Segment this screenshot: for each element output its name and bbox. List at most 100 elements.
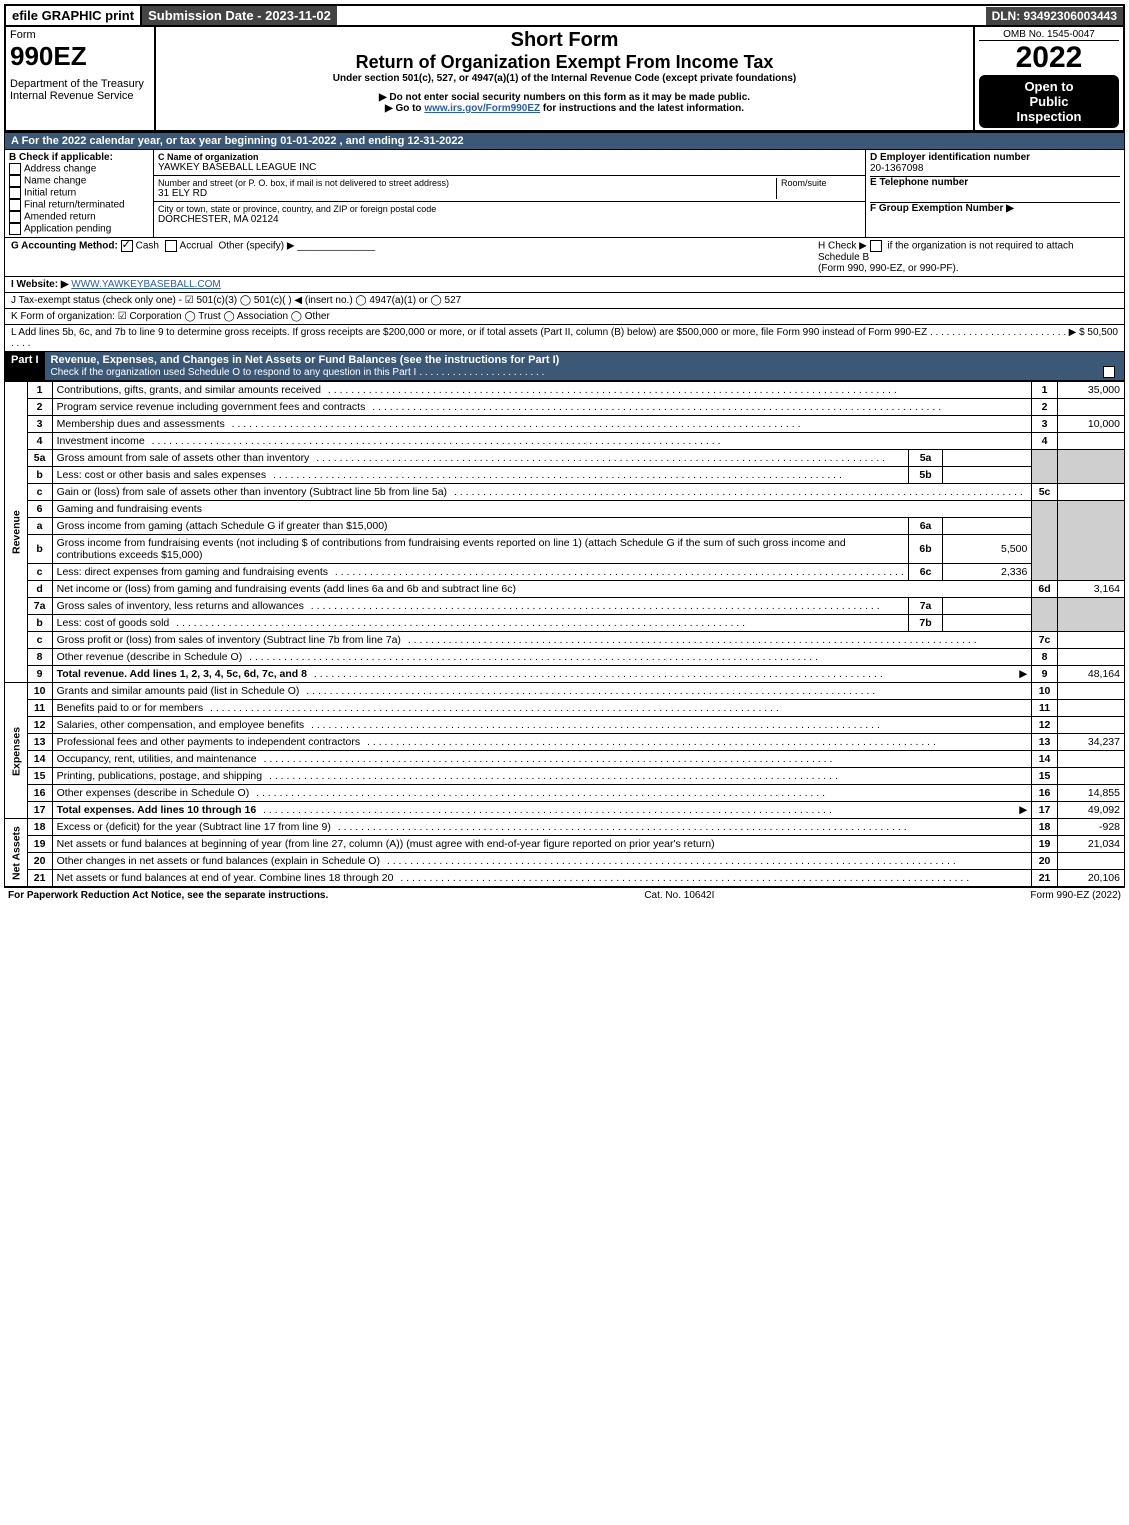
- d-6: Gaming and fundraising events: [52, 501, 1032, 518]
- row-19: 19 Net assets or fund balances at beginn…: [5, 836, 1125, 853]
- ln-6: 6: [27, 501, 52, 518]
- i-label: I Website: ▶: [11, 279, 69, 290]
- g-accrual: Accrual: [180, 241, 213, 252]
- d-13: Professional fees and other payments to …: [57, 736, 365, 748]
- efile-label[interactable]: efile GRAPHIC print: [6, 6, 142, 25]
- b-opt-4-text: Amended return: [24, 212, 96, 223]
- rn-10: 10: [1032, 683, 1057, 700]
- row-i: I Website: ▶ WWW.YAWKEYBASEBALL.COM: [4, 277, 1125, 293]
- website-link[interactable]: WWW.YAWKEYBASEBALL.COM: [71, 279, 220, 290]
- ln-7a: 7a: [27, 598, 52, 615]
- d-7a: Gross sales of inventory, less returns a…: [57, 600, 308, 612]
- rn-15: 15: [1032, 768, 1057, 785]
- sv-6b: 5,500: [943, 535, 1032, 564]
- ln-11: 11: [27, 700, 52, 717]
- d-6a: Gross income from gaming (attach Schedul…: [57, 520, 392, 532]
- part-i-sub: Check if the organization used Schedule …: [51, 367, 417, 378]
- ln-6b: b: [27, 535, 52, 564]
- d-15: Printing, publications, postage, and shi…: [57, 770, 266, 782]
- rn-19: 19: [1032, 836, 1057, 853]
- checkbox-accrual[interactable]: [165, 240, 177, 252]
- rv-15: [1057, 768, 1124, 785]
- checkbox-amended[interactable]: [9, 211, 21, 223]
- rn-16: 16: [1032, 785, 1057, 802]
- expenses-label: Expenses: [5, 683, 28, 819]
- row-15: 15 Printing, publications, postage, and …: [5, 768, 1125, 785]
- dept-1: Department of the Treasury: [10, 78, 150, 90]
- ln-5b: b: [27, 467, 52, 484]
- b-opt-5: Application pending: [9, 223, 149, 235]
- ln-12: 12: [27, 717, 52, 734]
- ln-4: 4: [27, 433, 52, 450]
- row-21: 21 Net assets or fund balances at end of…: [5, 870, 1125, 887]
- b-opt-2: Initial return: [9, 187, 149, 199]
- checkbox-address-change[interactable]: [9, 163, 21, 175]
- checkbox-cash[interactable]: [121, 240, 133, 252]
- l-text: L Add lines 5b, 6c, and 7b to line 9 to …: [11, 327, 927, 338]
- part-i-label: Part I: [5, 352, 45, 380]
- sn-7b: 7b: [908, 615, 943, 632]
- rn-7c: 7c: [1032, 632, 1057, 649]
- ln-8: 8: [27, 649, 52, 666]
- title-short-form: Short Form: [162, 29, 967, 52]
- footer-center: Cat. No. 10642I: [644, 890, 714, 901]
- ln-7c: c: [27, 632, 52, 649]
- rv-17: 49,092: [1057, 802, 1124, 819]
- subtitle: Under section 501(c), 527, or 4947(a)(1)…: [162, 73, 967, 84]
- row-j: J Tax-exempt status (check only one) - ☑…: [4, 293, 1125, 309]
- row-5a: 5a Gross amount from sale of assets othe…: [5, 450, 1125, 467]
- g-cell: G Accounting Method: Cash Accrual Other …: [11, 240, 818, 274]
- goto-link[interactable]: www.irs.gov/Form990EZ: [424, 103, 540, 114]
- h-text3: (Form 990, 990-EZ, or 990-PF).: [818, 263, 959, 274]
- checkbox-name-change[interactable]: [9, 175, 21, 187]
- e-phone-label: E Telephone number: [870, 176, 1120, 188]
- d-6b: Gross income from fundraising events (no…: [52, 535, 908, 564]
- rv-5c: [1057, 484, 1124, 501]
- header-right: OMB No. 1545-0047 2022 Open to Public In…: [973, 27, 1123, 130]
- d-18: Excess or (deficit) for the year (Subtra…: [57, 821, 335, 833]
- checkbox-h[interactable]: [870, 240, 882, 252]
- col-b: B Check if applicable: Address change Na…: [5, 150, 154, 237]
- b-opt-0-text: Address change: [24, 164, 96, 175]
- rn-1: 1: [1032, 382, 1057, 399]
- ln-6c: c: [27, 564, 52, 581]
- d-6c: Less: direct expenses from gaming and fu…: [57, 566, 332, 578]
- sv-5b: [943, 467, 1032, 484]
- dln: DLN: 93492306003443: [986, 7, 1123, 25]
- row-5b: b Less: cost or other basis and sales ex…: [5, 467, 1125, 484]
- checkbox-initial-return[interactable]: [9, 187, 21, 199]
- d-17: Total expenses. Add lines 10 through 16: [57, 804, 261, 816]
- rv-13: 34,237: [1057, 734, 1124, 751]
- row-16: 16 Other expenses (describe in Schedule …: [5, 785, 1125, 802]
- checkbox-pending[interactable]: [9, 223, 21, 235]
- checkbox-schedule-o[interactable]: [1103, 366, 1115, 378]
- form-label: Form: [10, 29, 150, 41]
- b-opt-4: Amended return: [9, 211, 149, 223]
- grey-5: [1032, 450, 1057, 484]
- sn-6b: 6b: [908, 535, 943, 564]
- ln-13: 13: [27, 734, 52, 751]
- row-5c: c Gain or (loss) from sale of assets oth…: [5, 484, 1125, 501]
- grey-7: [1032, 598, 1057, 632]
- header-left: Form 990EZ Department of the Treasury In…: [6, 27, 156, 130]
- e-phone-value: [870, 188, 1120, 202]
- d-9: Total revenue. Add lines 1, 2, 3, 4, 5c,…: [57, 668, 311, 680]
- rv-3: 10,000: [1057, 416, 1124, 433]
- org-street: 31 ELY RD: [158, 188, 776, 199]
- ssn-warning: ▶ Do not enter social security numbers o…: [162, 92, 967, 103]
- checkbox-final-return[interactable]: [9, 199, 21, 211]
- sn-5b: 5b: [908, 467, 943, 484]
- rn-20: 20: [1032, 853, 1057, 870]
- d-4: Investment income: [57, 435, 149, 447]
- ln-7b: b: [27, 615, 52, 632]
- rn-2: 2: [1032, 399, 1057, 416]
- row-9: 9 Total revenue. Add lines 1, 2, 3, 4, 5…: [5, 666, 1125, 683]
- g-label: G Accounting Method:: [11, 241, 118, 252]
- arrow-9: ▶: [1019, 668, 1027, 680]
- rn-12: 12: [1032, 717, 1057, 734]
- rv-16: 14,855: [1057, 785, 1124, 802]
- row-20: 20 Other changes in net assets or fund b…: [5, 853, 1125, 870]
- rn-5c: 5c: [1032, 484, 1057, 501]
- footer-left: For Paperwork Reduction Act Notice, see …: [8, 890, 328, 901]
- g-other: Other (specify) ▶: [218, 241, 294, 252]
